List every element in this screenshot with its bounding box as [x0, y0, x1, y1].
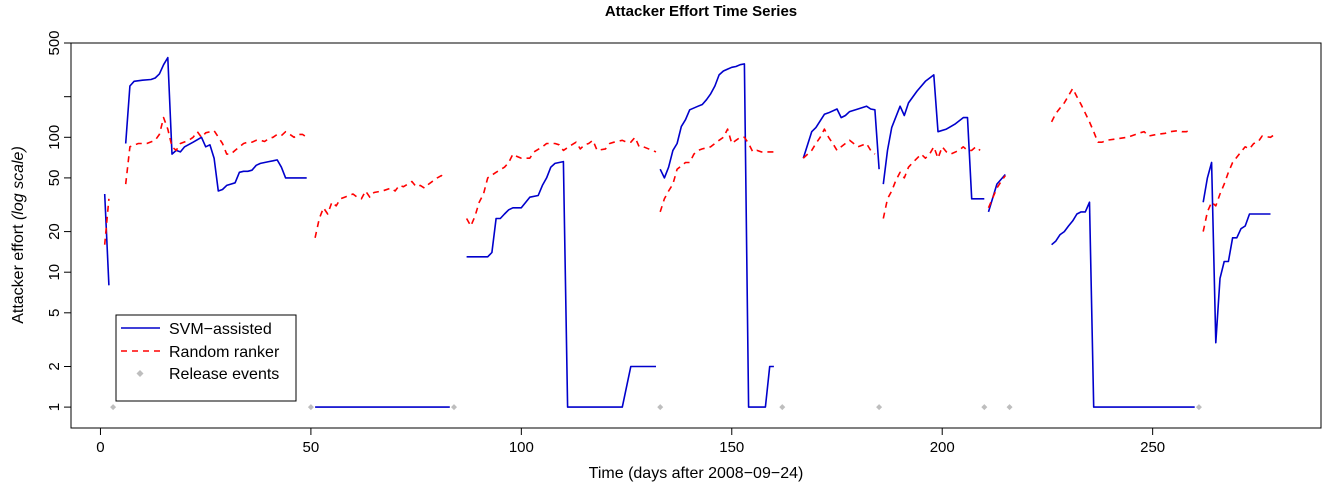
y-axis-label-main: Attacker effort: [10, 220, 27, 324]
release-event-marker: [876, 404, 883, 411]
random-line-segment: [882, 146, 981, 219]
y-tick-label: 5: [46, 309, 63, 317]
release-events: [110, 404, 1202, 411]
random-line-segment: [1050, 87, 1191, 143]
svm-line-segment: [466, 160, 656, 408]
svm-line-segment: [103, 193, 110, 286]
series-random-ranker: [103, 87, 1276, 245]
x-tick-label: 250: [1140, 439, 1165, 456]
release-event-marker: [1006, 404, 1013, 411]
y-tick-label: 20: [46, 223, 63, 240]
legend-release-label: Release events: [169, 366, 279, 383]
series-svm-assisted: [103, 56, 1271, 408]
y-axis-label-scale: (log scale): [10, 146, 27, 220]
random-line-segment: [802, 128, 876, 159]
release-event-marker: [307, 404, 314, 411]
random-line-segment: [987, 175, 1006, 209]
chart-title: Attacker Effort Time Series: [605, 3, 797, 20]
legend: SVM−assisted Random ranker Release event…: [115, 314, 297, 402]
legend-svm-label: SVM−assisted: [169, 321, 272, 338]
release-event-marker: [779, 404, 786, 411]
legend-release-swatch: [136, 370, 144, 377]
release-event-marker: [450, 404, 457, 411]
x-tick-label: 50: [303, 439, 320, 456]
release-event-marker: [1195, 404, 1202, 411]
random-line-segment: [124, 116, 308, 185]
y-axis: 1 2 5 10 20 50 100 500: [46, 30, 72, 411]
svm-line-segment: [124, 56, 307, 192]
svm-line-segment: [882, 74, 985, 200]
y-tick-label: 100: [46, 125, 63, 150]
x-tick-label: 0: [96, 439, 104, 456]
random-line-segment: [314, 174, 446, 238]
x-tick-label: 200: [930, 439, 955, 456]
svm-line-segment: [1051, 201, 1195, 408]
release-event-marker: [657, 404, 664, 411]
svm-line-segment: [659, 63, 774, 408]
x-tick-label: 100: [509, 439, 534, 456]
random-line-segment: [465, 136, 657, 227]
y-tick-label: 500: [46, 30, 63, 55]
y-tick-label: 2: [46, 362, 63, 370]
random-line-segment: [1202, 133, 1276, 232]
svm-line-segment: [802, 105, 880, 170]
x-axis: 0 50 100 150 200 250: [96, 427, 1165, 456]
y-tick-label: 10: [46, 264, 63, 281]
x-tick-label: 150: [719, 439, 744, 456]
y-tick-label: 1: [46, 403, 63, 411]
svm-line-segment: [1202, 161, 1271, 344]
legend-box: [115, 314, 297, 402]
random-line-segment: [659, 128, 774, 213]
legend-random-label: Random ranker: [169, 344, 280, 361]
release-event-marker: [110, 404, 117, 411]
x-axis-label: Time (days after 2008−09−24): [589, 465, 804, 482]
y-tick-label: 50: [46, 170, 63, 187]
svm-line-segment: [987, 173, 1006, 213]
random-line-segment: [103, 198, 110, 245]
release-event-marker: [981, 404, 988, 411]
y-axis-label: Attacker effort (log scale): [10, 146, 27, 324]
